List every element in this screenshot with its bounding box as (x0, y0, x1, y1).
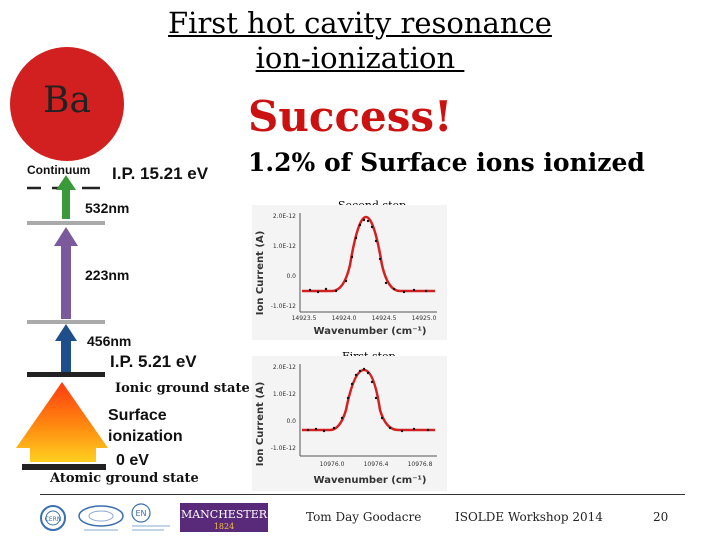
plot-ylabel: Ion Current (A) (255, 231, 266, 316)
plot-xtick: 10976.8 (408, 461, 433, 468)
continuum-label: Continuum (27, 163, 91, 177)
plot-data-points (306, 367, 430, 433)
svg-text:CERN: CERN (45, 516, 62, 523)
plot-background (252, 356, 447, 491)
slide-title-line1: First hot cavity resonance (168, 6, 552, 40)
element-symbol: Ba (43, 80, 91, 121)
level-532 (27, 221, 105, 225)
level-atomic-ground (22, 464, 106, 470)
footer-divider (40, 494, 685, 495)
arrow-456-icon (55, 324, 77, 372)
plot-xtick: 10976.4 (364, 461, 389, 468)
plot-xtick: 10976.0 (320, 461, 345, 468)
plot-ytick: -1.0E-12 (271, 303, 296, 310)
en-department-logo-icon: EN (131, 503, 170, 531)
svg-text:MANCHESTER: MANCHESTER (181, 508, 268, 521)
arrow-532-icon (56, 175, 76, 219)
svg-text:EN: EN (135, 509, 146, 518)
plot-ytick: 1.0E-12 (273, 243, 296, 250)
plot-ytick: 0.0 (286, 273, 296, 280)
plot-ytick: -1.0E-12 (271, 445, 296, 452)
plot-data-points (308, 218, 428, 294)
plot-ylabel: Ion Current (A) (255, 382, 266, 467)
svg-text:1824: 1824 (214, 522, 234, 531)
ionic-ground-label: Ionic ground state (115, 381, 250, 396)
plot-ytick: 1.0E-12 (273, 391, 296, 398)
plot-ytick: 0.0 (286, 418, 296, 425)
wavelength-532-label: 532nm (85, 200, 130, 216)
atomic-ground-label: Atomic ground state (50, 471, 199, 486)
plot-background (252, 205, 447, 340)
arrow-223-icon (54, 227, 78, 319)
plot-xtick: 14924.0 (332, 315, 357, 322)
plot-ytick: 2.0E-12 (273, 213, 296, 220)
level-ionic-ground (27, 372, 105, 377)
plot-ytick: 2.0E-12 (273, 364, 296, 371)
cern-logo-icon: CERN (40, 505, 66, 531)
plot-xtick: 14925.0 (412, 315, 437, 322)
anniversary-logo-icon (78, 505, 124, 531)
wavelength-223-label: 223nm (85, 267, 130, 283)
plot-second-step: Ion Current (A) 2.0E-12 1.0E-12 0.0 -1.0… (252, 205, 447, 340)
subheadline: 1.2% of Surface ions ionized (248, 148, 645, 177)
plot-xtick: 14923.5 (292, 315, 317, 322)
manchester-logo-icon: MANCHESTER 1824 (180, 503, 268, 532)
footer-author: Tom Day Goodacre (306, 510, 422, 524)
zero-energy-label: 0 eV (116, 452, 149, 469)
surface-ionization-label: Surface ionization (108, 407, 183, 445)
surface-ionization-arrow-icon (16, 382, 108, 462)
plot-xlabel: Wavenumber (cm⁻¹) (314, 475, 427, 486)
page-number: 20 (653, 510, 669, 524)
headline: Success! (248, 92, 453, 141)
ip-ionic-label: I.P. 5.21 eV (110, 352, 197, 371)
plot-xtick: 14924.5 (372, 315, 397, 322)
element-circle (10, 47, 124, 161)
slide-title-line2: ion-ionization (255, 41, 465, 75)
slide-title: First hot cavity resonance ion-ionizatio… (150, 6, 570, 76)
plot-xlabel: Wavenumber (cm⁻¹) (314, 326, 427, 337)
ip-continuum-label: I.P. 15.21 eV (112, 164, 209, 183)
plot-fit-line (302, 215, 435, 293)
wavelength-456-label: 456nm (87, 333, 132, 349)
plot-first-step: Ion Current (A) 2.0E-12 1.0E-12 0.0 -1.0… (252, 356, 447, 491)
level-223 (27, 320, 105, 324)
footer-event: ISOLDE Workshop 2014 (455, 510, 603, 524)
